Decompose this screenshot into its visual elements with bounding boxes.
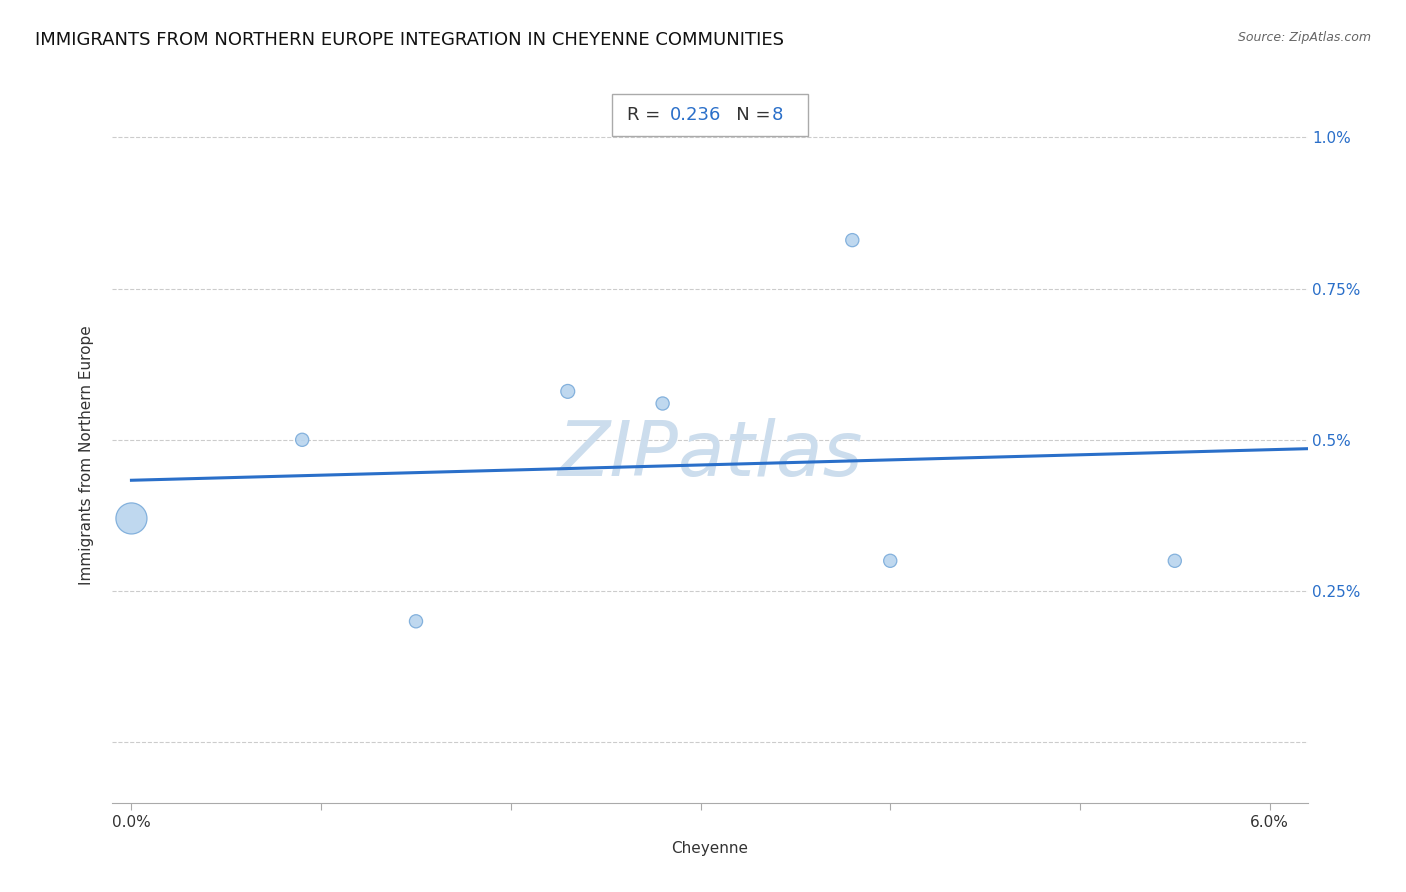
Text: 0.236: 0.236: [669, 106, 721, 124]
Text: 8: 8: [772, 106, 783, 124]
Y-axis label: Immigrants from Northern Europe: Immigrants from Northern Europe: [79, 325, 94, 585]
Point: [651, 396, 673, 410]
Point: [557, 384, 579, 399]
FancyBboxPatch shape: [612, 94, 808, 136]
Point: [841, 233, 863, 247]
Point: [879, 554, 901, 568]
X-axis label: Cheyenne: Cheyenne: [672, 841, 748, 855]
Text: Source: ZipAtlas.com: Source: ZipAtlas.com: [1237, 31, 1371, 45]
Point: [405, 615, 427, 629]
Point: [1164, 554, 1187, 568]
Text: N =: N =: [718, 106, 776, 124]
Text: R =: R =: [627, 106, 666, 124]
Text: IMMIGRANTS FROM NORTHERN EUROPE INTEGRATION IN CHEYENNE COMMUNITIES: IMMIGRANTS FROM NORTHERN EUROPE INTEGRAT…: [35, 31, 785, 49]
Point: [291, 433, 314, 447]
Point: [120, 511, 142, 525]
Text: ZIPatlas: ZIPatlas: [557, 418, 863, 491]
